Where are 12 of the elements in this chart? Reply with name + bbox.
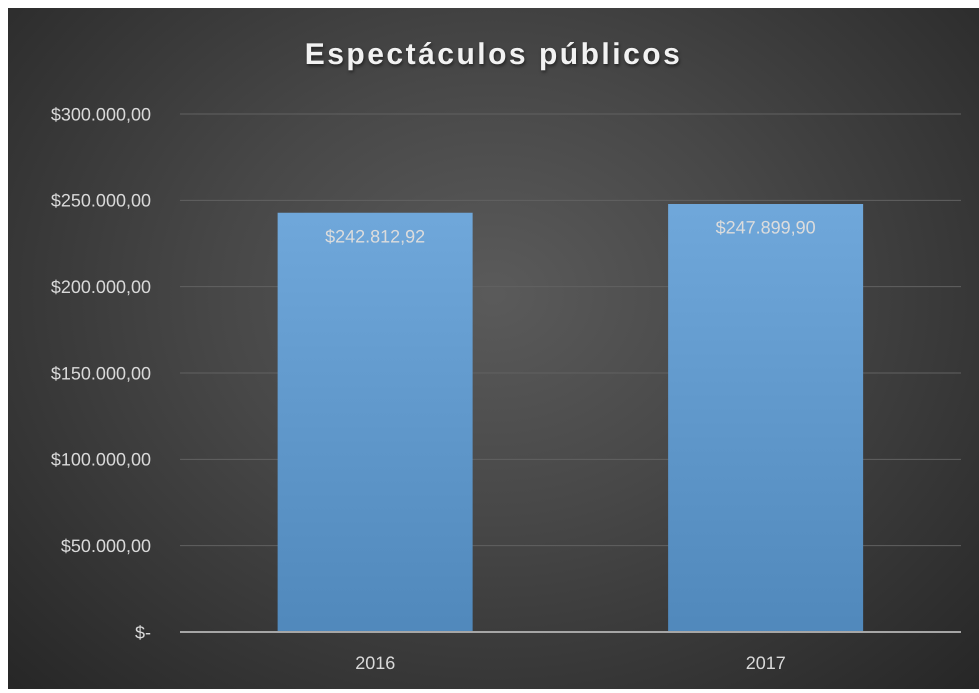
x-tick-label: 2016 (355, 652, 396, 673)
y-tick-label: $250.000,00 (50, 190, 151, 211)
data-label: $247.899,90 (716, 218, 816, 238)
y-tick-label: $100.000,00 (50, 450, 151, 470)
y-tick-label: $- (134, 622, 151, 642)
chart-title: Espectáculos públicos (304, 38, 684, 72)
y-tick-label: $50.000,00 (60, 536, 151, 556)
data-label: $242.812,92 (325, 226, 426, 247)
y-tick-label: $300.000,00 (50, 104, 151, 124)
y-tick-label: $200.000,00 (50, 277, 151, 298)
x-tick-label: 2017 (746, 652, 786, 673)
y-tick-label: $150.000,00 (50, 363, 151, 384)
